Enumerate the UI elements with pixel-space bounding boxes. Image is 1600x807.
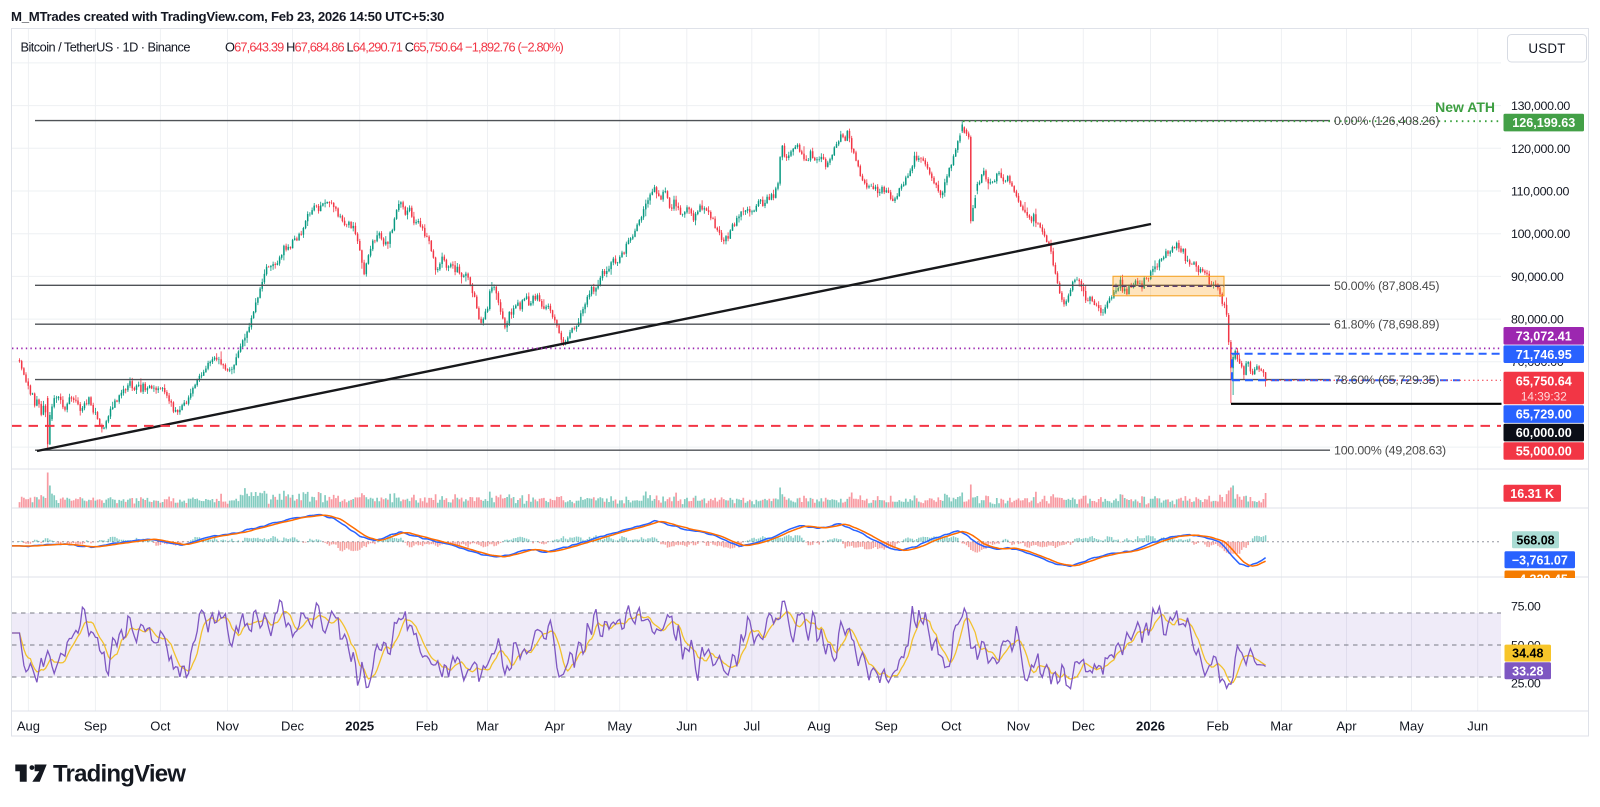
svg-text:120,000.00: 120,000.00 xyxy=(1511,142,1570,156)
svg-text:75.00: 75.00 xyxy=(1511,600,1541,614)
svg-text:Oct: Oct xyxy=(941,719,962,734)
svg-text:−4,329.45: −4,329.45 xyxy=(1512,573,1568,587)
svg-text:Mar: Mar xyxy=(1270,719,1293,734)
svg-text:Oct: Oct xyxy=(150,719,171,734)
svg-text:Nov: Nov xyxy=(1007,719,1031,734)
svg-text:May: May xyxy=(1399,719,1424,734)
svg-text:100.00% (49,208.63): 100.00% (49,208.63) xyxy=(1334,444,1446,458)
svg-text:Aug: Aug xyxy=(17,719,40,734)
svg-text:126,199.63: 126,199.63 xyxy=(1512,116,1575,130)
svg-text:60,000.00: 60,000.00 xyxy=(1516,426,1572,440)
svg-text:M_MTrades created with Trading: M_MTrades created with TradingView.com, … xyxy=(11,9,444,24)
svg-text:80,000.00: 80,000.00 xyxy=(1511,313,1564,327)
svg-text:65,729.00: 65,729.00 xyxy=(1516,408,1572,422)
svg-text:61.80% (78,698.89): 61.80% (78,698.89) xyxy=(1334,318,1439,332)
svg-text:25.00: 25.00 xyxy=(1511,677,1541,691)
svg-text:Apr: Apr xyxy=(545,719,566,734)
svg-text:14:39:32: 14:39:32 xyxy=(1521,389,1567,403)
svg-text:65,750.64: 65,750.64 xyxy=(1516,374,1572,388)
svg-text:New ATH: New ATH xyxy=(1435,99,1495,115)
svg-text:568.08: 568.08 xyxy=(1516,533,1554,547)
svg-text:−3,761.07: −3,761.07 xyxy=(1512,553,1568,567)
svg-text:90,000.00: 90,000.00 xyxy=(1511,270,1564,284)
svg-text:50.00% (87,808.45): 50.00% (87,808.45) xyxy=(1334,279,1439,293)
svg-text:2025: 2025 xyxy=(345,719,374,734)
svg-text:Apr: Apr xyxy=(1336,719,1357,734)
svg-text:Feb: Feb xyxy=(1206,719,1228,734)
svg-text:Dec: Dec xyxy=(281,719,305,734)
svg-text:110,000.00: 110,000.00 xyxy=(1511,185,1570,199)
svg-text:O67,643.39 H67,684.86 L64,290.: O67,643.39 H67,684.86 L64,290.71 C65,750… xyxy=(225,40,564,55)
svg-text:16.31 K: 16.31 K xyxy=(1510,487,1554,501)
svg-text:34.48: 34.48 xyxy=(1512,647,1543,661)
svg-text:Feb: Feb xyxy=(416,719,438,734)
svg-text:Aug: Aug xyxy=(807,719,830,734)
svg-text:0.00% (126,408.26): 0.00% (126,408.26) xyxy=(1334,114,1439,128)
svg-text:Nov: Nov xyxy=(216,719,240,734)
svg-text:Bitcoin / TetherUS · 1D · Bina: Bitcoin / TetherUS · 1D · Binance xyxy=(21,40,191,55)
svg-text:73,072.41: 73,072.41 xyxy=(1516,329,1572,343)
svg-text:55,000.00: 55,000.00 xyxy=(1516,445,1572,459)
svg-text:78.60% (65,729.35): 78.60% (65,729.35) xyxy=(1334,373,1439,387)
svg-text:Sep: Sep xyxy=(84,719,107,734)
svg-text:Jul: Jul xyxy=(743,719,760,734)
svg-text:71,746.95: 71,746.95 xyxy=(1516,348,1572,362)
svg-text:Mar: Mar xyxy=(476,719,499,734)
svg-text:USDT: USDT xyxy=(1528,41,1565,56)
svg-text:TradingView: TradingView xyxy=(53,761,186,788)
svg-text:100,000.00: 100,000.00 xyxy=(1511,227,1570,241)
svg-text:Dec: Dec xyxy=(1072,719,1096,734)
svg-text:Sep: Sep xyxy=(875,719,898,734)
svg-text:130,000.00: 130,000.00 xyxy=(1511,99,1570,113)
svg-text:2026: 2026 xyxy=(1136,719,1165,734)
svg-text:Jun: Jun xyxy=(676,719,697,734)
svg-text:Jun: Jun xyxy=(1467,719,1488,734)
svg-text:May: May xyxy=(607,719,632,734)
svg-text:33.28: 33.28 xyxy=(1512,664,1543,678)
